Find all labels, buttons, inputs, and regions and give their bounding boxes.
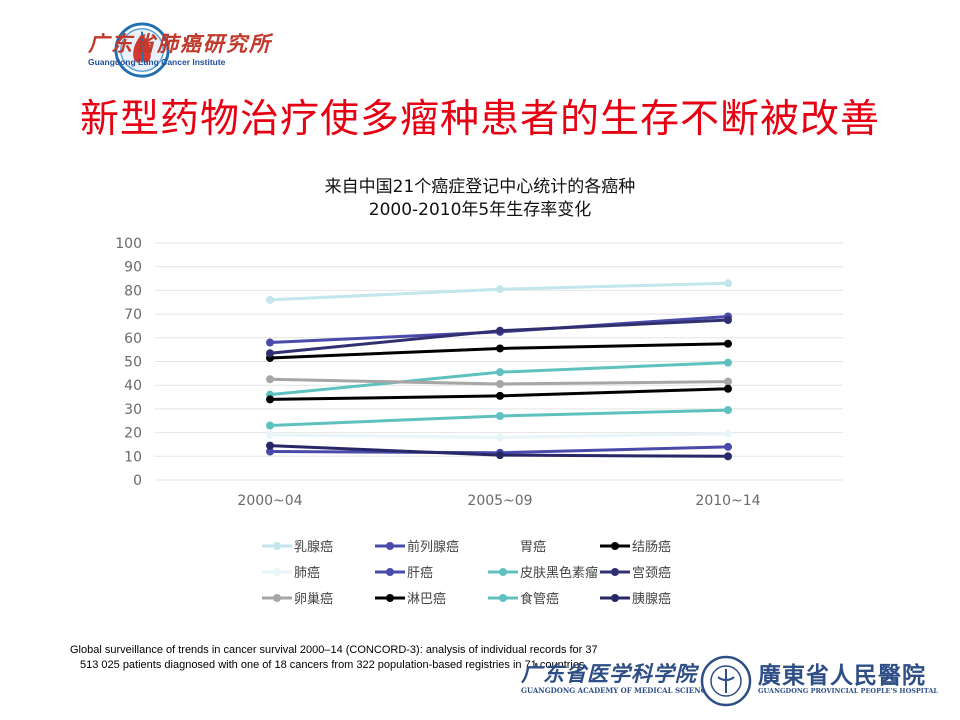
data-point: [266, 349, 274, 358]
y-tick-label: 40: [124, 378, 142, 394]
legend-swatch-marker: [611, 568, 619, 576]
chart-subtitle: 2000-2010年5年生存率变化: [368, 200, 592, 220]
data-point: [496, 368, 504, 377]
y-tick-label: 70: [124, 307, 142, 323]
citation-line-1: Global surveillance of trends in cancer …: [70, 644, 598, 656]
legend-label: 结肠癌: [632, 539, 671, 555]
data-point: [496, 380, 504, 389]
legend-item: 卵巢癌: [262, 591, 333, 607]
data-point: [724, 442, 732, 451]
data-point: [266, 441, 274, 450]
legend-swatch-marker: [499, 594, 507, 602]
academy-name-cn: 广东省医学科学院: [521, 661, 697, 686]
y-tick-label: 90: [124, 260, 142, 276]
legend-item: 结肠癌: [600, 539, 671, 555]
institute-name-cn: 广东省肺癌研究所: [88, 31, 272, 56]
data-point: [724, 429, 732, 438]
citation-line-2: 513 025 patients diagnosed with one of 1…: [80, 659, 585, 671]
slide-title: 新型药物治疗使多瘤种患者的生存不断被改善: [79, 97, 880, 142]
legend-label: 肺癌: [294, 565, 320, 581]
survival-line-chart: 0 10 20 30 40 50 60 70 80 90 100 2000~04 2005~09 201…: [115, 236, 843, 607]
data-point: [266, 395, 274, 404]
legend-swatch-marker: [611, 594, 619, 602]
x-axis-ticks: 2000~04 2005~09 2010~14: [237, 493, 760, 509]
chart-gridlines: [155, 242, 843, 481]
data-point: [496, 433, 504, 442]
y-tick-label: 80: [124, 283, 142, 299]
data-point: [724, 384, 732, 393]
hospital-seal-logo: [700, 655, 752, 707]
y-tick-label: 50: [124, 355, 142, 371]
legend-label: 皮肤黑色素瘤: [520, 565, 598, 581]
legend-label: 宫颈癌: [632, 565, 671, 581]
y-tick-label: 30: [124, 402, 142, 418]
y-tick-label: 20: [124, 426, 142, 442]
data-point: [724, 377, 732, 386]
legend-item: 乳腺癌: [262, 539, 333, 555]
data-point: [496, 412, 504, 421]
legend-label: 胰腺癌: [632, 591, 671, 607]
data-point: [724, 279, 732, 288]
legend-swatch-marker: [386, 594, 394, 602]
legend-item: 宫颈癌: [600, 565, 671, 581]
legend-label: 肝癌: [407, 565, 433, 581]
hospital-name-en: GUANGDONG PROVINCIAL PEOPLE'S HOSPITAL: [758, 687, 938, 695]
legend-item: 肺癌: [262, 565, 320, 581]
data-point: [724, 358, 732, 367]
chart-series: [266, 279, 732, 461]
data-point: [724, 316, 732, 325]
legend-swatch-marker: [273, 542, 281, 550]
hospital-name-cn: 廣東省人民醫院: [758, 662, 926, 689]
data-point: [266, 430, 274, 439]
legend-item: 肝癌: [375, 565, 433, 581]
x-tick-label: 2000~04: [237, 493, 302, 509]
legend-label: 食管癌: [520, 591, 559, 607]
legend-swatch-marker: [386, 568, 394, 576]
legend-label: 淋巴癌: [407, 591, 446, 607]
legend-swatch-marker: [386, 542, 394, 550]
data-point: [266, 447, 274, 456]
data-point: [496, 285, 504, 294]
data-point: [724, 339, 732, 348]
legend-swatch-marker: [611, 542, 619, 550]
institute-name-en: Guangdong Lung Cancer Institute: [88, 57, 226, 67]
legend-swatch-marker: [499, 568, 507, 576]
data-point: [266, 421, 274, 430]
data-point: [496, 451, 504, 460]
data-point: [724, 452, 732, 461]
data-point: [496, 344, 504, 353]
x-tick-label: 2010~14: [695, 493, 760, 509]
data-point: [724, 406, 732, 415]
legend-swatch-marker: [273, 568, 281, 576]
legend-swatch-marker: [499, 542, 507, 550]
legend-item: 食管癌: [488, 591, 559, 607]
legend-item: 胰腺癌: [600, 591, 671, 607]
legend-label: 胃癌: [520, 539, 546, 555]
y-tick-label: 0: [133, 473, 142, 489]
legend-item: 皮肤黑色素瘤: [488, 565, 598, 581]
legend-label: 乳腺癌: [294, 539, 333, 555]
legend-item: 前列腺癌: [375, 539, 459, 555]
legend-item: 淋巴癌: [375, 591, 446, 607]
academy-name-en: GUANGDONG ACADEMY OF MEDICAL SCIENCES: [521, 686, 717, 695]
legend-item: 胃癌: [488, 539, 546, 555]
y-axis-ticks: 0 10 20 30 40 50 60 70 80 90 100: [115, 236, 142, 489]
y-tick-label: 10: [124, 449, 142, 465]
y-tick-label: 100: [115, 236, 142, 252]
data-point: [496, 326, 504, 335]
x-tick-label: 2005~09: [467, 493, 532, 509]
legend-swatch-marker: [273, 594, 281, 602]
legend-label: 前列腺癌: [407, 539, 459, 555]
data-point: [266, 338, 274, 347]
data-point: [266, 295, 274, 304]
y-tick-label: 60: [124, 331, 142, 347]
data-point: [496, 391, 504, 400]
institute-logo: [114, 22, 170, 78]
citation: Global surveillance of trends in cancer …: [70, 643, 720, 673]
legend-label: 卵巢癌: [294, 591, 333, 607]
chart-title: 来自中国21个癌症登记中心统计的各癌种: [324, 177, 636, 197]
data-point: [266, 375, 274, 384]
